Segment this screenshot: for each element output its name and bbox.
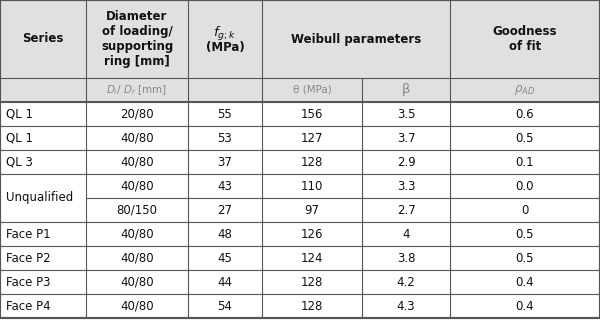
Text: 126: 126: [301, 227, 323, 241]
Text: 0.4: 0.4: [515, 299, 535, 313]
Text: Face P4: Face P4: [6, 299, 50, 313]
Text: Series: Series: [22, 32, 64, 46]
Text: 128: 128: [301, 155, 323, 169]
Text: 45: 45: [218, 252, 232, 265]
Text: 80/150: 80/150: [116, 203, 157, 216]
Bar: [0, 0, 600, 78]
Text: 40/80: 40/80: [120, 275, 154, 288]
Text: 4.2: 4.2: [397, 275, 415, 288]
Text: 0.5: 0.5: [516, 132, 534, 144]
Text: Face P2: Face P2: [6, 252, 50, 265]
Text: 2.7: 2.7: [397, 203, 415, 216]
Text: Unqualified: Unqualified: [6, 192, 73, 204]
Text: 97: 97: [305, 203, 320, 216]
Text: 40/80: 40/80: [120, 227, 154, 241]
Text: 53: 53: [218, 132, 232, 144]
Text: Goodness
of fit: Goodness of fit: [493, 25, 557, 53]
Text: 0.4: 0.4: [515, 275, 535, 288]
Text: 54: 54: [218, 299, 232, 313]
Text: 44: 44: [218, 275, 233, 288]
Text: 4: 4: [402, 227, 410, 241]
Text: 3.8: 3.8: [397, 252, 415, 265]
Bar: [0, 78, 600, 102]
Text: (MPa): (MPa): [206, 42, 244, 55]
Text: 0: 0: [521, 203, 529, 216]
Text: 48: 48: [218, 227, 232, 241]
Text: $D_l$/ $D_r$ [mm]: $D_l$/ $D_r$ [mm]: [106, 83, 167, 97]
Text: $\mathit{f}_{g;k}$: $\mathit{f}_{g;k}$: [214, 25, 236, 43]
Text: 3.5: 3.5: [397, 108, 415, 121]
Text: 127: 127: [301, 132, 323, 144]
Text: 128: 128: [301, 299, 323, 313]
Text: 37: 37: [218, 155, 232, 169]
Text: 0.0: 0.0: [516, 180, 534, 193]
Text: 20/80: 20/80: [120, 108, 154, 121]
Text: 0.5: 0.5: [516, 227, 534, 241]
Text: θ (MPa): θ (MPa): [293, 85, 331, 95]
Text: QL 1: QL 1: [6, 108, 33, 121]
Text: $\rho_{AD}$: $\rho_{AD}$: [514, 83, 536, 97]
Text: Diameter
of loading/
supporting
ring [mm]: Diameter of loading/ supporting ring [mm…: [101, 10, 173, 68]
Text: 40/80: 40/80: [120, 132, 154, 144]
Text: QL 3: QL 3: [6, 155, 33, 169]
Text: 0.1: 0.1: [515, 155, 535, 169]
Text: 3.3: 3.3: [397, 180, 415, 193]
Text: Weibull parameters: Weibull parameters: [291, 32, 421, 46]
Text: 40/80: 40/80: [120, 252, 154, 265]
Text: 40/80: 40/80: [120, 299, 154, 313]
Text: 4.3: 4.3: [397, 299, 415, 313]
Text: 3.7: 3.7: [397, 132, 415, 144]
Text: Face P3: Face P3: [6, 275, 50, 288]
Text: β: β: [402, 83, 410, 96]
Text: 2.9: 2.9: [397, 155, 415, 169]
Text: 40/80: 40/80: [120, 155, 154, 169]
Text: 0.6: 0.6: [515, 108, 535, 121]
Text: 43: 43: [218, 180, 232, 193]
Text: 40/80: 40/80: [120, 180, 154, 193]
Text: 27: 27: [218, 203, 233, 216]
Text: 128: 128: [301, 275, 323, 288]
Text: 124: 124: [301, 252, 323, 265]
Text: 0.5: 0.5: [516, 252, 534, 265]
Text: 55: 55: [218, 108, 232, 121]
Text: QL 1: QL 1: [6, 132, 33, 144]
Text: 156: 156: [301, 108, 323, 121]
Text: Face P1: Face P1: [6, 227, 50, 241]
Text: 110: 110: [301, 180, 323, 193]
